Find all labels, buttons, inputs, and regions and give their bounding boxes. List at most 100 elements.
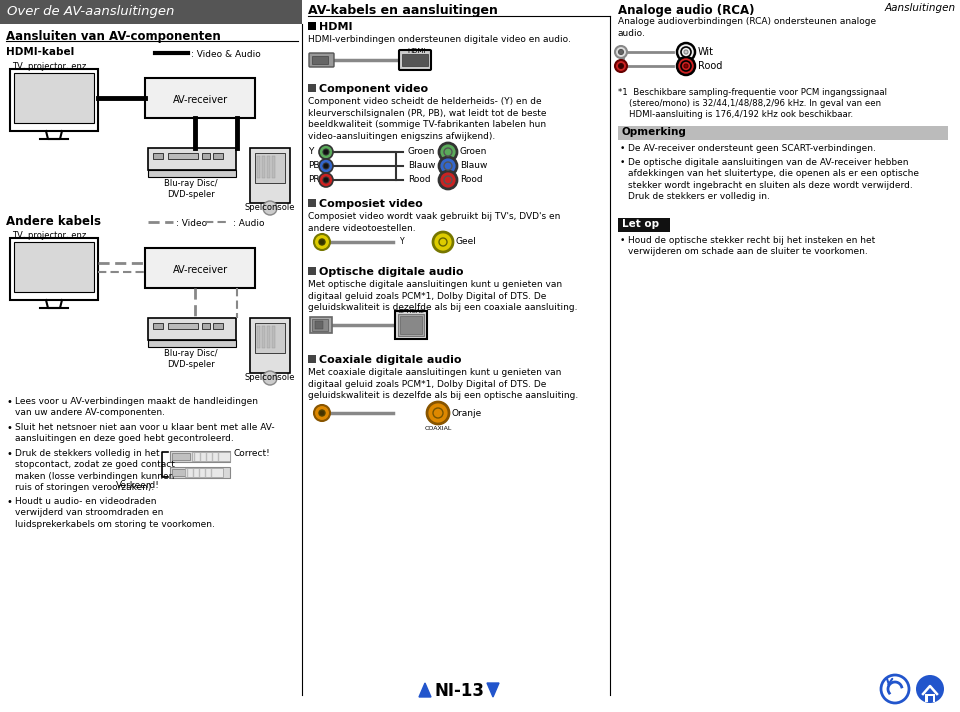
Circle shape <box>263 371 277 385</box>
Text: •: • <box>6 497 12 507</box>
Text: •: • <box>6 449 12 459</box>
Text: *1  Beschikbare sampling-frequentie voor PCM ingangssignaal: *1 Beschikbare sampling-frequentie voor … <box>618 88 887 97</box>
Text: HDMI: HDMI <box>319 22 352 32</box>
Bar <box>14 242 94 292</box>
Text: Groen: Groen <box>408 147 436 157</box>
Text: Met coaxiale digitale aansluitingen kunt u genieten van
digitaal geluid zoals PC: Met coaxiale digitale aansluitingen kunt… <box>308 368 578 400</box>
Bar <box>927 696 932 702</box>
Text: HDMI-verbindingen ondersteunen digitale video en audio.: HDMI-verbindingen ondersteunen digitale … <box>308 35 571 44</box>
Text: Component video: Component video <box>319 84 428 94</box>
Bar <box>185 468 223 477</box>
Text: : Video: : Video <box>176 219 207 228</box>
Bar <box>172 453 190 460</box>
Text: R: R <box>684 57 688 66</box>
Text: OPTICAL: OPTICAL <box>397 309 424 314</box>
Text: De AV-receiver ondersteunt geen SCART-verbindingen.: De AV-receiver ondersteunt geen SCART-ve… <box>628 144 876 153</box>
Text: PR: PR <box>308 175 320 184</box>
Text: Houdt u audio- en videodraden
verwijderd van stroomdraden en
luidsprekerkabels o: Houdt u audio- en videodraden verwijderd… <box>15 497 215 529</box>
Text: Coaxiale digitale audio: Coaxiale digitale audio <box>319 355 462 365</box>
Circle shape <box>684 64 688 68</box>
Bar <box>255 323 285 353</box>
Bar <box>395 311 427 339</box>
Circle shape <box>323 163 329 169</box>
Circle shape <box>677 57 695 75</box>
Bar <box>14 73 94 123</box>
Text: PB: PB <box>308 162 320 170</box>
Bar <box>402 54 428 66</box>
Circle shape <box>433 232 453 252</box>
Text: TV, projector, enz.: TV, projector, enz. <box>12 62 89 71</box>
Text: Blu-ray Disc/
DVD-speler: Blu-ray Disc/ DVD-speler <box>164 349 218 370</box>
Text: •: • <box>6 423 12 433</box>
Bar <box>148 170 236 177</box>
Text: Analoge audioverbindingen (RCA) ondersteunen analoge
audio.: Analoge audioverbindingen (RCA) onderste… <box>618 17 876 38</box>
Text: Let op: Let op <box>622 219 660 229</box>
Bar <box>192 452 230 461</box>
Bar <box>308 355 316 363</box>
Circle shape <box>439 143 457 161</box>
Text: Sluit het netsnoer niet aan voor u klaar bent met alle AV-
aansluitingen en deze: Sluit het netsnoer niet aan voor u klaar… <box>15 423 275 444</box>
Circle shape <box>439 157 457 175</box>
Bar <box>148 340 236 347</box>
Bar <box>262 326 265 348</box>
Text: AV-kabels en aansluitingen: AV-kabels en aansluitingen <box>308 4 498 17</box>
Bar <box>148 148 236 170</box>
Circle shape <box>684 50 688 54</box>
Bar <box>145 248 255 288</box>
Text: Rood: Rood <box>698 61 722 71</box>
Circle shape <box>618 50 623 55</box>
Text: Wit: Wit <box>698 47 714 57</box>
Bar <box>272 156 275 178</box>
Circle shape <box>916 675 944 703</box>
FancyBboxPatch shape <box>399 50 431 70</box>
Bar <box>145 78 255 118</box>
Text: Composiet video: Composiet video <box>319 199 422 209</box>
Text: HDMI-kabel: HDMI-kabel <box>6 47 74 57</box>
Circle shape <box>323 177 329 183</box>
Bar <box>255 153 285 183</box>
Circle shape <box>319 145 333 159</box>
Circle shape <box>677 43 695 61</box>
Bar <box>250 148 290 203</box>
Text: Rood: Rood <box>408 175 431 184</box>
Circle shape <box>263 201 277 215</box>
Bar <box>308 199 316 207</box>
Circle shape <box>433 408 443 418</box>
Text: Correct!: Correct! <box>234 449 271 459</box>
Circle shape <box>618 63 623 68</box>
Bar <box>272 326 275 348</box>
Text: •: • <box>6 397 12 407</box>
Text: HDMI-aansluiting is 176,4/192 kHz ook beschikbaar.: HDMI-aansluiting is 176,4/192 kHz ook be… <box>618 110 853 119</box>
Bar <box>310 317 332 333</box>
Bar <box>315 321 323 329</box>
Text: (stereo/mono) is 32/44,1/48/88,2/96 kHz. In geval van een: (stereo/mono) is 32/44,1/48/88,2/96 kHz.… <box>618 99 881 108</box>
Text: Houd de optische stekker recht bij het insteken en het
verwijderen om schade aan: Houd de optische stekker recht bij het i… <box>628 236 876 256</box>
Text: : Audio: : Audio <box>233 219 265 228</box>
Text: Spelconsole: Spelconsole <box>245 373 296 382</box>
Bar <box>168 323 198 329</box>
Text: Y: Y <box>308 147 313 157</box>
Text: Opmerking: Opmerking <box>622 127 686 137</box>
Text: •: • <box>620 144 625 153</box>
Circle shape <box>319 159 333 173</box>
Text: •: • <box>620 158 625 167</box>
Text: Blauw: Blauw <box>460 162 488 170</box>
Bar <box>213 323 223 329</box>
Text: Aansluiten van AV-componenten: Aansluiten van AV-componenten <box>6 30 221 43</box>
Text: Druk de stekkers volledig in het
stopcontact, zodat ze goed contact
maken (losse: Druk de stekkers volledig in het stopcon… <box>15 449 175 493</box>
Circle shape <box>319 173 333 187</box>
Bar <box>267 156 270 178</box>
Bar <box>312 56 328 64</box>
Circle shape <box>444 162 452 170</box>
Bar <box>153 153 163 159</box>
Text: Spelconsole: Spelconsole <box>245 203 296 212</box>
Circle shape <box>615 46 627 58</box>
Circle shape <box>681 47 691 57</box>
Bar <box>312 319 328 331</box>
Bar <box>308 84 316 92</box>
Bar <box>400 316 422 334</box>
Bar <box>172 469 190 476</box>
Bar <box>308 22 316 30</box>
Text: HDMI: HDMI <box>408 48 426 54</box>
Circle shape <box>319 239 325 245</box>
